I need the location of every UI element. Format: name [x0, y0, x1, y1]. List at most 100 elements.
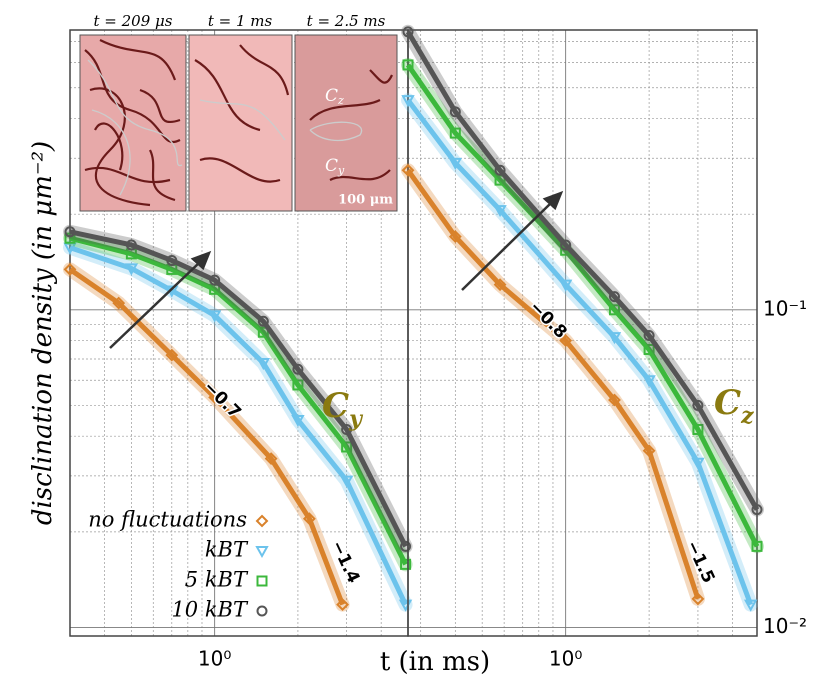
- inset-time: t = 209 μs: [94, 12, 173, 30]
- marker: [402, 59, 414, 71]
- marker: [208, 390, 222, 404]
- marker: [607, 332, 622, 345]
- marker: [207, 310, 222, 323]
- panel-label-sub: y: [348, 406, 364, 432]
- inset-defects: [84, 39, 393, 207]
- marker: [494, 164, 506, 176]
- series-line: [405, 63, 760, 548]
- inset-label: Cy: [325, 156, 345, 178]
- marker: [743, 599, 758, 612]
- x-axis-label: t (in ms): [380, 647, 490, 677]
- inset-time: t = 1 ms: [208, 12, 273, 30]
- plot-area: [408, 30, 757, 636]
- marker: [255, 514, 269, 528]
- x-tick-label: 10⁰: [198, 647, 231, 671]
- marker: [292, 379, 304, 391]
- y-tick-label: 10⁻¹: [763, 296, 807, 320]
- arrow-head: [542, 190, 564, 211]
- marker: [291, 414, 305, 428]
- inset-scale: 100 μm: [338, 193, 393, 208]
- marker: [449, 106, 461, 118]
- marker: [255, 546, 269, 559]
- marker: [608, 291, 620, 303]
- marker: [608, 393, 621, 407]
- marker: [400, 558, 412, 570]
- marker: [124, 263, 139, 276]
- marker: [642, 444, 656, 458]
- marker: [643, 330, 655, 342]
- marker: [751, 540, 763, 552]
- marker: [257, 326, 269, 338]
- marker: [559, 334, 573, 348]
- marker: [691, 592, 705, 606]
- inset-label-main: C: [325, 86, 338, 106]
- marker: [400, 540, 412, 552]
- inset-label-sub: y: [337, 164, 345, 177]
- marker: [165, 348, 179, 362]
- inset-panel: [188, 34, 293, 212]
- marker: [125, 239, 137, 251]
- marker: [449, 127, 461, 139]
- marker: [166, 254, 178, 266]
- marker: [692, 399, 704, 411]
- panel-label-sub: z: [740, 403, 754, 429]
- legend-label: no fluctuations: [88, 508, 247, 532]
- panel-label-main: C: [322, 386, 349, 426]
- marker: [691, 457, 705, 470]
- marker: [401, 95, 415, 108]
- inset-defects: [87, 59, 363, 196]
- panel-label-main: C: [714, 383, 741, 423]
- marker: [264, 452, 278, 466]
- marker: [448, 230, 462, 244]
- marker: [493, 278, 507, 292]
- series-line: [69, 245, 408, 606]
- legend-label: 10 kBT: [171, 598, 249, 622]
- inset: t = 209 μs t = 1 ms t = 2.5 ms Cz Cy 100…: [79, 12, 398, 212]
- marker: [692, 423, 704, 435]
- marker: [292, 363, 304, 375]
- arrow: [109, 261, 201, 349]
- series-line: [69, 229, 408, 548]
- plot-frame: [407, 29, 758, 637]
- marker: [493, 205, 507, 218]
- marker: [341, 441, 353, 453]
- panel-label: Cz: [714, 383, 754, 429]
- arrow: [461, 201, 553, 291]
- marker: [560, 239, 572, 251]
- marker: [256, 575, 268, 587]
- marker: [448, 157, 463, 170]
- marker: [341, 423, 353, 435]
- marker: [339, 475, 354, 488]
- inset-label-main: C: [325, 156, 338, 176]
- marker: [751, 504, 763, 516]
- inset-label-sub: z: [337, 94, 344, 107]
- inset-time: t = 2.5 ms: [307, 12, 386, 30]
- y-axis-label: disclination density (in μm⁻²): [28, 141, 58, 525]
- x-tick-label: 10⁰: [549, 647, 582, 671]
- arrows: [109, 190, 564, 349]
- marker: [257, 315, 269, 327]
- inset-label: Cz: [325, 86, 344, 108]
- marker: [608, 304, 620, 316]
- series-line: [405, 30, 760, 511]
- marker: [63, 263, 77, 276]
- marker: [256, 358, 271, 371]
- series-line: [69, 235, 408, 566]
- marker: [256, 605, 268, 617]
- series-line: [68, 267, 345, 606]
- marker: [209, 274, 221, 286]
- marker: [112, 296, 126, 310]
- legend-label: kBT: [205, 538, 249, 562]
- marker: [302, 512, 316, 526]
- series-line: [405, 168, 701, 600]
- marker: [643, 343, 655, 355]
- marker: [64, 226, 76, 238]
- marker: [558, 279, 573, 292]
- marker: [402, 26, 414, 38]
- arrow-head: [190, 250, 212, 271]
- panel-label: Cy: [322, 386, 364, 432]
- marker: [642, 375, 656, 388]
- legend-label: 5 kBT: [185, 568, 249, 592]
- y-tick-label: 10⁻²: [763, 614, 807, 638]
